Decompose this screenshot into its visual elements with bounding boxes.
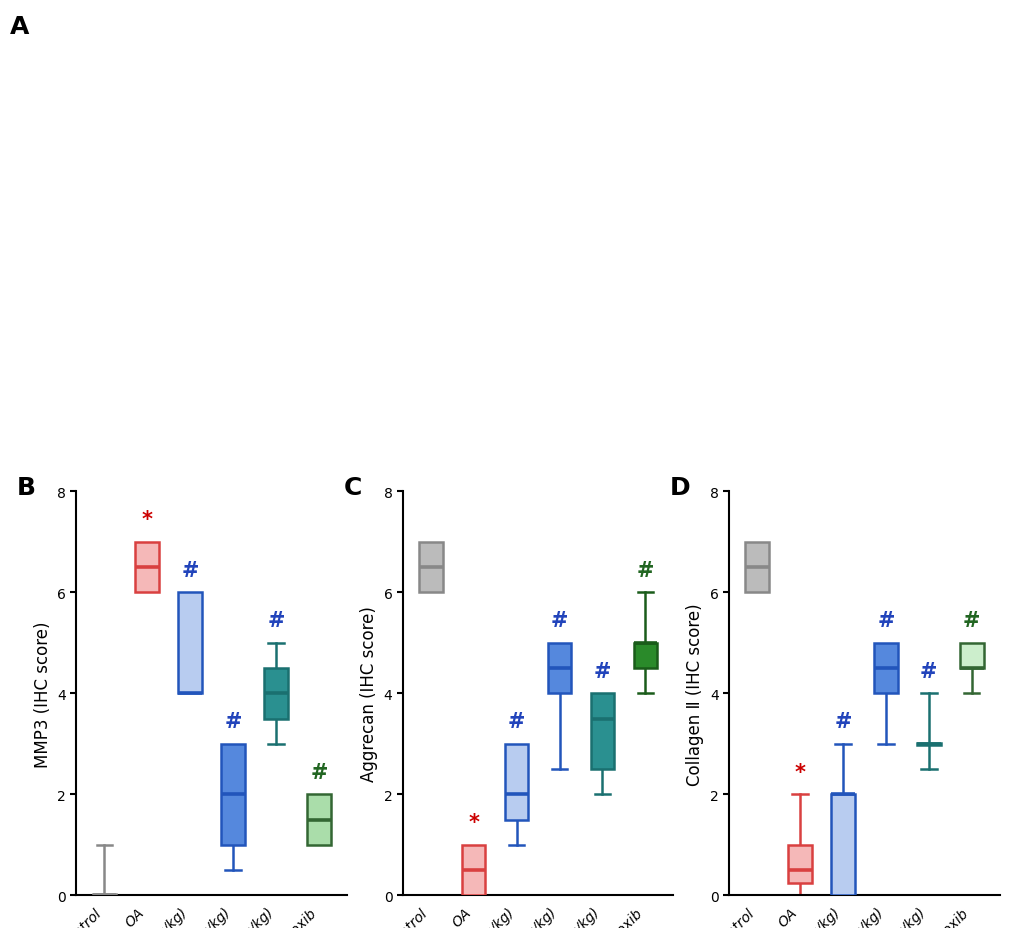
Text: *: * [468, 813, 479, 832]
Bar [830, 794, 854, 896]
Text: A: A [10, 15, 30, 39]
Text: #: # [507, 712, 525, 731]
Text: D: D [669, 476, 690, 499]
Bar [264, 668, 287, 719]
Text: #: # [876, 611, 894, 631]
Text: #: # [267, 611, 284, 631]
Bar [547, 643, 571, 694]
Y-axis label: Aggrecan (IHC score): Aggrecan (IHC score) [360, 606, 378, 781]
Text: #: # [550, 611, 568, 631]
Bar [419, 542, 442, 593]
Bar [462, 845, 485, 896]
Text: #: # [919, 661, 936, 681]
Y-axis label: Collagen Ⅱ (IHC score): Collagen Ⅱ (IHC score) [686, 602, 704, 785]
Bar [959, 643, 982, 668]
Bar [590, 694, 613, 769]
Text: C: C [343, 476, 362, 499]
Bar [136, 542, 159, 593]
Text: #: # [962, 611, 979, 631]
Bar [504, 744, 528, 819]
Bar [178, 593, 202, 694]
Bar [788, 845, 811, 883]
Text: #: # [593, 661, 610, 681]
Text: #: # [224, 712, 242, 731]
Bar [633, 643, 656, 668]
Text: B: B [17, 476, 36, 499]
Bar [221, 744, 245, 845]
Bar [873, 643, 897, 694]
Bar [916, 743, 940, 745]
Text: #: # [636, 561, 653, 580]
Text: #: # [834, 712, 851, 731]
Bar [307, 794, 330, 845]
Text: #: # [181, 561, 199, 580]
Bar [745, 542, 768, 593]
Bar [93, 895, 116, 896]
Text: *: * [794, 762, 805, 782]
Text: #: # [310, 762, 327, 782]
Y-axis label: MMP3 (IHC score): MMP3 (IHC score) [34, 621, 52, 767]
Text: *: * [142, 509, 153, 530]
